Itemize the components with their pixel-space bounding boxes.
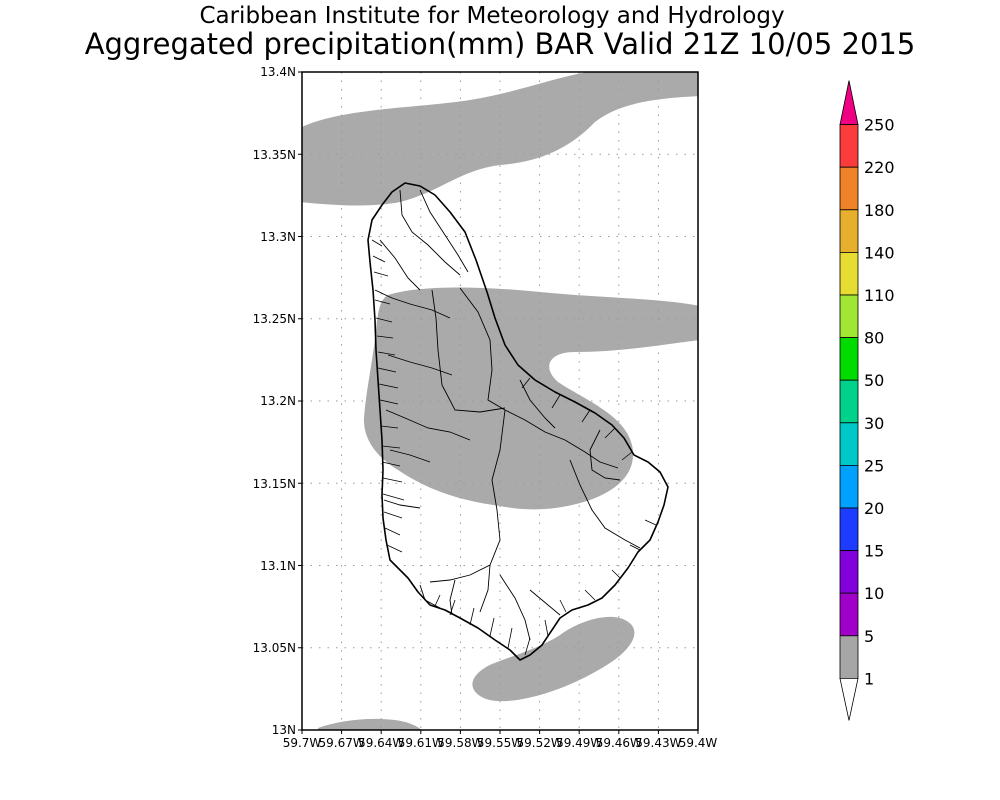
lat-tick-label: 13.3N — [260, 230, 296, 244]
lon-axis: 59.7W 59.67W 59.64W 59.61W 59.58W 59.55W… — [283, 730, 718, 750]
colorbar-level-label: 5 — [864, 627, 874, 646]
colorbar-band — [839, 507, 859, 551]
colorbar-level-label: 1 — [864, 669, 874, 688]
watershed-boundaries — [374, 189, 641, 641]
precip-areas — [302, 72, 698, 730]
colorbar-band — [839, 422, 859, 466]
colorbar-level-label: 180 — [864, 201, 895, 220]
colorbar-level-label: 80 — [864, 329, 884, 348]
colorbar-band — [839, 209, 859, 253]
institute-title: Caribbean Institute for Meteorology and … — [199, 3, 785, 29]
lon-tick-label: 59.49W — [556, 736, 602, 750]
lat-tick-label: 13.35N — [253, 148, 296, 162]
colorbar-level-label: 25 — [864, 456, 884, 475]
lat-tick-label: 13.25N — [253, 312, 296, 326]
colorbar-level-label: 15 — [864, 542, 884, 561]
lon-tick-label: 59.67W — [318, 736, 364, 750]
precip-area-north — [302, 72, 698, 206]
colorbar-band — [839, 166, 859, 211]
lon-tick-label: 59.55W — [477, 736, 523, 750]
colorbar-lower-arrow — [839, 678, 859, 721]
lat-tick-label: 13.1N — [260, 559, 296, 573]
lon-tick-label: 59.46W — [596, 736, 642, 750]
colorbar-band — [839, 592, 859, 637]
lat-tick-label: 13.15N — [253, 477, 296, 491]
map-plot-area — [301, 71, 699, 731]
colorbar-band — [839, 379, 859, 424]
colorbar-level-label: 140 — [864, 243, 895, 262]
colorbar-level-label: 50 — [864, 371, 884, 390]
precip-area-south — [472, 616, 635, 702]
lon-tick-label: 59.52W — [516, 736, 562, 750]
lon-tick-label: 59.64W — [358, 736, 404, 750]
lat-tick-label: 13N — [272, 723, 296, 737]
colorbar-band — [839, 635, 859, 679]
lon-tick-label: 59.4W — [679, 736, 718, 750]
precip-area-central — [363, 287, 698, 510]
coastal-streams — [371, 239, 657, 656]
lon-tick-label: 59.7W — [283, 736, 322, 750]
colorbar-level-label: 30 — [864, 414, 884, 433]
colorbar-band — [839, 337, 859, 381]
colorbar-band — [839, 550, 859, 594]
lon-tick-label: 59.43W — [635, 736, 681, 750]
colorbar-level-label: 220 — [864, 158, 895, 177]
product-title: Aggregated precipitation(mm) BAR Valid 2… — [84, 27, 916, 61]
colorbar-band — [839, 124, 859, 168]
lon-tick-label: 59.58W — [437, 736, 483, 750]
lon-tick-label: 59.61W — [398, 736, 444, 750]
lat-tick-label: 13.4N — [260, 65, 296, 79]
colorbar-band — [839, 251, 859, 296]
lat-tick-label: 13.2N — [260, 394, 296, 408]
lat-tick-label: 13.05N — [253, 641, 296, 655]
precip-area-southwest — [318, 718, 422, 730]
colorbar-band — [839, 294, 859, 338]
colorbar-level-label: 250 — [864, 116, 895, 135]
colorbar-band — [839, 464, 859, 509]
colorbar-level-label: 110 — [864, 286, 895, 305]
colorbar-level-label: 20 — [864, 499, 884, 518]
lat-axis: 13N 13.05N 13.1N 13.15N 13.2N 13.25N 13.… — [253, 65, 302, 737]
barbados-coastline — [367, 182, 669, 661]
colorbar-upper-arrow — [839, 80, 859, 125]
colorbar-level-label: 10 — [864, 584, 884, 603]
